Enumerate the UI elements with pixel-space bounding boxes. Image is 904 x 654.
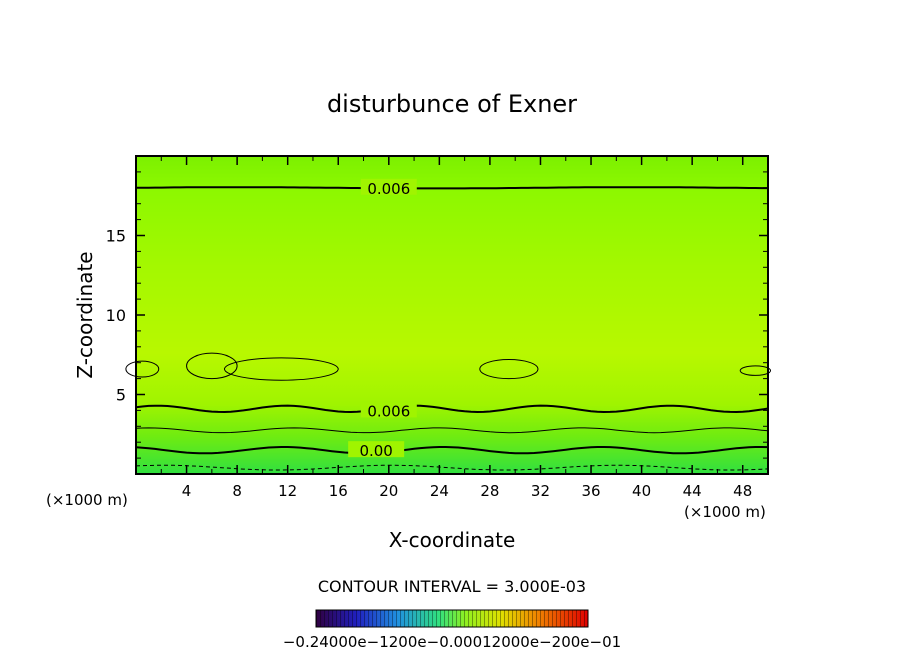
x-tick-label: 44 [683, 482, 702, 500]
x-tick-label: 24 [430, 482, 449, 500]
contour-line-upper-low [135, 404, 769, 414]
x-tick-label: 8 [232, 482, 242, 500]
y-axis-label: Z-coordinate [73, 251, 97, 378]
contour-line-mid-low [135, 427, 769, 434]
x-tick-label: 20 [379, 482, 398, 500]
contour-line-bottom [135, 446, 769, 455]
y-axis: 5 10 15 [106, 171, 768, 459]
x-axis: 4 8 12 16 20 24 28 32 36 40 44 48 [160, 156, 752, 500]
contour-field [136, 156, 768, 474]
contour-label: 0.006 [367, 180, 410, 198]
contour-line-dashed [135, 464, 769, 471]
contour-label: 0.00 [359, 442, 392, 460]
contour-loop-1 [186, 352, 238, 380]
contour-label-bg [360, 401, 417, 418]
x-tick-label: 16 [329, 482, 348, 500]
x-tick-label: 12 [278, 482, 297, 500]
contour-line-top [135, 186, 768, 190]
x-axis-label: X-coordinate [389, 528, 516, 552]
x-tick-label: 32 [531, 482, 550, 500]
chart-title: disturbunce of Exner [327, 90, 577, 118]
contour-loop-2 [223, 357, 339, 381]
contour-label-bg [360, 178, 417, 195]
y-tick-label: 15 [106, 227, 126, 246]
contour-labels: 0.006 0.006 0.00 [348, 178, 417, 460]
x-unit-left: (×1000 m) [46, 491, 128, 509]
contour-label-bg [348, 441, 405, 458]
colorbar-labels: −0.24000e−1200e−0.00012000e−200e−01 [283, 633, 621, 651]
x-tick-label: 28 [480, 482, 499, 500]
contour-label: 0.006 [367, 402, 410, 420]
x-unit-right: (×1000 m) [684, 503, 766, 521]
contour-loop-0 [125, 360, 160, 378]
y-tick-label: 10 [106, 306, 126, 325]
contour-interval: CONTOUR INTERVAL = 3.000E-03 [318, 577, 586, 596]
contour-loop-3 [479, 359, 539, 380]
x-tick-label: 4 [182, 482, 192, 500]
colorbar [315, 609, 589, 628]
contour-loop-4 [739, 365, 772, 376]
contour-lines [125, 186, 772, 471]
x-tick-label: 36 [581, 482, 600, 500]
x-tick-label: 40 [632, 482, 651, 500]
x-tick-label: 48 [733, 482, 752, 500]
y-tick-label: 5 [116, 386, 126, 405]
